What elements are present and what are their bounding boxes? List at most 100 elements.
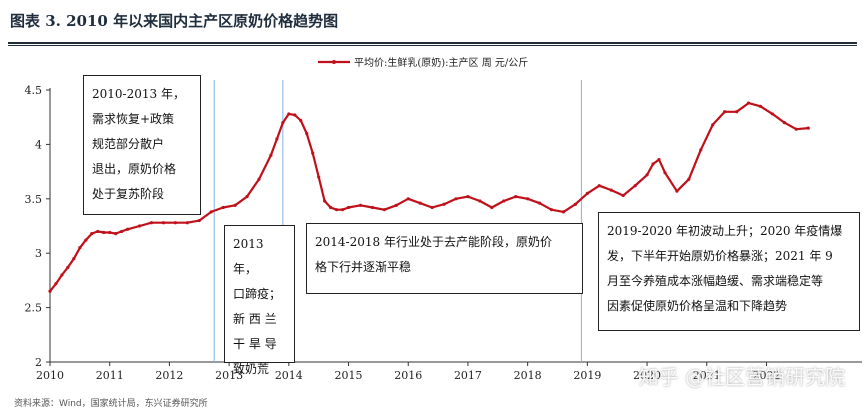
y-tick-label: 3	[35, 247, 42, 260]
data-point	[573, 202, 578, 206]
data-point	[490, 205, 494, 210]
source-note: 资料来源：Wind，国家统计局，东兴证券研究所	[14, 399, 208, 409]
data-point	[317, 175, 321, 179]
data-point	[185, 221, 189, 225]
data-point	[466, 195, 470, 199]
data-point	[502, 199, 506, 203]
x-tick-label: 2018	[514, 369, 542, 382]
data-point	[735, 110, 739, 114]
y-tick-label: 3.5	[25, 193, 43, 206]
data-point	[287, 112, 291, 116]
data-point	[114, 232, 118, 236]
x-tick-label: 2020	[633, 369, 661, 382]
data-point	[233, 203, 237, 207]
data-point	[78, 246, 82, 250]
data-point	[746, 101, 751, 105]
data-point	[221, 205, 225, 210]
x-tick-label: 2022	[752, 369, 780, 382]
data-point	[108, 230, 112, 235]
data-point	[60, 273, 64, 277]
data-point	[699, 148, 703, 152]
data-point	[305, 131, 309, 136]
data-point	[770, 112, 775, 116]
x-tick-label: 2019	[573, 369, 601, 382]
data-point	[782, 121, 786, 125]
data-point	[346, 205, 351, 210]
data-point	[275, 137, 279, 141]
data-point	[126, 227, 130, 231]
data-point	[245, 195, 249, 199]
x-tick-label: 2015	[335, 369, 363, 382]
title-divider	[8, 42, 857, 44]
data-point	[663, 171, 667, 175]
data-point	[561, 210, 566, 214]
data-point	[293, 113, 297, 117]
data-point	[675, 189, 679, 193]
data-point	[549, 208, 554, 212]
data-point	[48, 289, 52, 293]
data-point	[478, 199, 482, 203]
annotation-2019-2022-text: 2019-2020 年初波动上升；2020 年疫情爆 发，下半年开始原奶价格暴涨…	[607, 224, 843, 313]
data-point	[311, 151, 315, 155]
data-point	[454, 197, 458, 201]
data-point	[137, 224, 142, 228]
watermark: 知乎 @社区营销研究院	[638, 365, 845, 389]
legend-label: 平均价:生鲜乳(原奶):主产区 周 元/公斤	[354, 56, 528, 69]
data-point	[358, 203, 363, 207]
annotation-2013-shock: 2013 年， 口蹄疫； 新 西 兰 干 旱 导 致奶荒	[224, 225, 295, 376]
data-point	[90, 232, 94, 236]
data-point	[120, 229, 124, 234]
data-point	[269, 153, 273, 157]
legend-swatch-marker	[332, 60, 336, 64]
data-point	[197, 218, 201, 223]
x-tick-label: 2016	[394, 369, 422, 382]
data-point	[758, 104, 763, 108]
data-point	[651, 162, 655, 166]
data-point	[72, 257, 76, 261]
data-point	[382, 208, 386, 212]
data-point	[645, 173, 649, 177]
data-point	[329, 205, 333, 210]
chart-title: 图表 3. 2010 年以来国内主产区原奶价格趋势图	[10, 12, 339, 30]
data-point	[149, 221, 154, 225]
series-layer	[48, 101, 810, 293]
data-point	[161, 221, 166, 225]
data-point	[514, 195, 518, 199]
x-tick-label: 2010	[36, 369, 64, 382]
annotation-destocking: 2014-2018 年行业处于去产能阶段，原奶价 格下行并逐渐平稳	[306, 223, 583, 294]
data-point	[526, 197, 530, 201]
x-tick-label: 2011	[96, 369, 124, 382]
data-point	[430, 205, 434, 210]
data-point	[281, 121, 285, 125]
data-point	[794, 127, 798, 131]
data-point	[406, 197, 410, 201]
x-tick-label: 2021	[693, 369, 721, 382]
data-point	[102, 230, 106, 235]
legend: 平均价:生鲜乳(原奶):主产区 周 元/公斤	[318, 56, 528, 69]
x-tick-label: 2017	[454, 369, 482, 382]
data-point	[209, 210, 213, 214]
data-point	[394, 203, 398, 207]
y-tick-label: 2.5	[25, 302, 43, 315]
data-point	[299, 118, 303, 123]
data-point	[633, 184, 637, 188]
data-point	[257, 177, 261, 181]
x-tick-label: 2014	[275, 369, 303, 382]
data-point	[84, 238, 88, 242]
data-point	[609, 188, 613, 192]
y-tick-label: 2	[35, 356, 42, 369]
y-tick-label: 4	[35, 138, 42, 151]
data-point	[442, 202, 446, 206]
data-point	[54, 282, 58, 286]
chart-axes: 2 2.5 3 3.5 4 4.5 2010 2011 2012 2013 2014 2015 2016…	[25, 84, 862, 382]
data-point	[537, 201, 542, 205]
data-point	[597, 184, 601, 188]
data-point	[66, 265, 70, 269]
title-divider-thin	[8, 45, 857, 46]
data-point	[585, 191, 589, 195]
data-point	[340, 208, 345, 212]
data-point	[418, 201, 422, 205]
data-point	[687, 177, 691, 181]
data-point	[806, 126, 810, 130]
